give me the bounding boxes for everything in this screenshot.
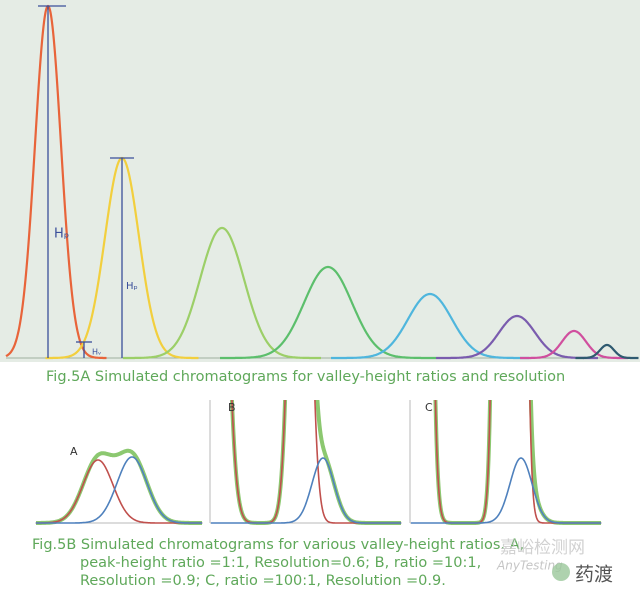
peak-curve	[36, 459, 202, 524]
peak-curve	[123, 226, 321, 360]
logo	[552, 563, 570, 581]
watermark: AnyTesting	[496, 559, 563, 573]
peak-curve	[5, 4, 107, 360]
watermark: 嘉峪检测网	[500, 538, 585, 558]
watermark: 药渡	[575, 564, 613, 586]
peak-curve	[436, 314, 598, 360]
caption-a: Fig.5A Simulated chromatograms for valle…	[46, 369, 565, 385]
caption-b: peak-height ratio =1:1, Resolution=0.6; …	[80, 555, 481, 571]
peak-curve	[220, 265, 436, 360]
peak-curve	[36, 448, 202, 525]
label-hv: Hᵥ	[92, 348, 101, 357]
caption-b: Fig.5B Simulated chromatograms for vario…	[32, 537, 524, 553]
panel-a-background	[0, 0, 640, 362]
peak-curve	[36, 456, 202, 524]
peak-curve	[411, 457, 601, 524]
peak-curve	[520, 329, 628, 360]
panel-label: A	[70, 445, 78, 458]
panel-label: C	[425, 401, 433, 414]
panel-label: B	[228, 401, 236, 414]
caption-b: Resolution =0.9; C, ratio =100:1, Resolu…	[80, 573, 446, 589]
peak-curve	[331, 292, 529, 360]
chromatogram-b	[36, 400, 601, 525]
peak-curve	[575, 343, 639, 360]
label-hp: Hₚ	[54, 227, 69, 242]
peak-curve	[211, 457, 401, 524]
height-markers	[38, 5, 134, 358]
label-hp-2: Hₚ	[126, 281, 138, 292]
